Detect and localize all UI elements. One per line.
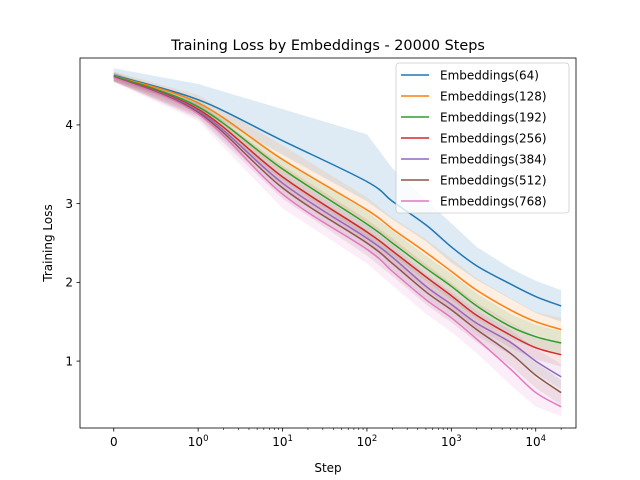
- x-tick-base: 10: [525, 435, 540, 449]
- x-axis-label: Step: [314, 461, 341, 475]
- series-line-1: [113, 74, 562, 307]
- legend-label-3: Embeddings(192): [440, 111, 547, 125]
- x-tick-exponent: 3: [456, 434, 461, 444]
- x-tick-label: 0: [110, 435, 118, 449]
- series-line-7: [113, 76, 562, 408]
- legend-box: [395, 62, 570, 214]
- x-tick-label: 103: [441, 434, 462, 449]
- x-tick-base: 0: [110, 435, 118, 449]
- y-tick-label: 1: [65, 354, 73, 368]
- x-tick-label: 101: [272, 434, 293, 449]
- x-tick-label: 102: [357, 434, 378, 449]
- confidence-band-7: [113, 72, 562, 417]
- legend-label-7: Embeddings(768): [440, 195, 547, 209]
- y-axis-label: Training Loss: [41, 204, 55, 282]
- legend-label-6: Embeddings(512): [440, 174, 547, 188]
- x-axis: 0 100 101 102 103 104: [110, 428, 562, 449]
- x-tick-exponent: 0: [203, 434, 208, 444]
- x-tick-label: 104: [525, 434, 546, 449]
- y-axis: 1 2 3 4: [65, 118, 80, 368]
- x-tick-label: 100: [188, 434, 209, 449]
- series-line-5: [113, 76, 562, 378]
- legend-label-4: Embeddings(256): [440, 132, 547, 146]
- series-line-6: [113, 76, 562, 394]
- legend-label-1: Embeddings(64): [440, 69, 539, 83]
- x-tick-exponent: 4: [541, 434, 546, 444]
- y-tick-label: 4: [65, 118, 73, 132]
- x-tick-base: 10: [357, 435, 372, 449]
- x-tick-exponent: 1: [287, 434, 292, 444]
- confidence-band-5: [113, 72, 562, 390]
- x-tick-base: 10: [272, 435, 287, 449]
- legend: Embeddings(64) Embeddings(128) Embeddings(…: [395, 62, 570, 214]
- lines-layer: [113, 74, 562, 408]
- y-tick-label: 3: [65, 197, 73, 211]
- legend-label-2: Embeddings(128): [440, 90, 547, 104]
- x-tick-exponent: 2: [372, 434, 377, 444]
- series-line-3: [113, 75, 562, 344]
- confidence-band-2: [113, 71, 562, 343]
- plot-frame: [79, 57, 577, 429]
- legend-label-5: Embeddings(384): [440, 153, 547, 167]
- series-line-4: [113, 76, 562, 356]
- y-tick-label: 2: [65, 276, 73, 290]
- x-tick-base: 10: [188, 435, 203, 449]
- series-line-2: [113, 75, 562, 331]
- x-tick-base: 10: [441, 435, 456, 449]
- confidence-band-1: [113, 68, 562, 322]
- chart-title: Training Loss by Embeddings - 20000 Step…: [170, 38, 485, 54]
